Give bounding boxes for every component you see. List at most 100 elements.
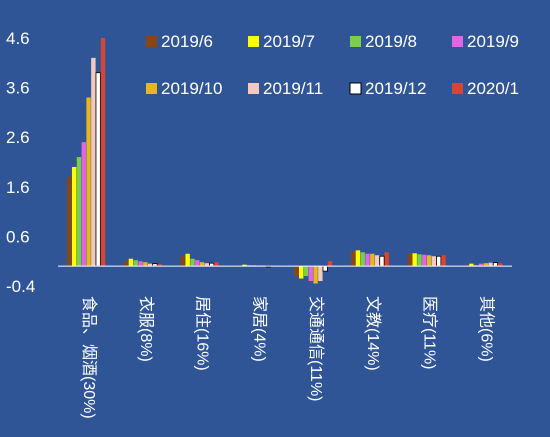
- bar: [95, 72, 101, 267]
- legend-label: 2019/6: [161, 32, 213, 51]
- bar: [123, 261, 129, 267]
- svg-text:交通通信(11%): 交通通信(11%): [307, 296, 325, 402]
- bar: [313, 266, 318, 284]
- legend-swatch: [349, 82, 362, 95]
- y-axis: 4.6 3.6 2.6 1.6 0.6 -0.4: [6, 29, 35, 296]
- x-tick-label: 食品、烟酒(30%): [80, 296, 98, 419]
- bar: [441, 255, 446, 267]
- x-tick-label: 家居(4%): [250, 296, 268, 362]
- bar: [195, 260, 200, 267]
- legend-swatch: [452, 83, 463, 94]
- bar: [498, 263, 503, 267]
- bar: [379, 255, 385, 267]
- bar: [426, 255, 432, 267]
- bar: [417, 254, 422, 267]
- legend: 2019/6 2019/7 2019/8 2019/9 2019/10 2019/11 20…: [146, 32, 519, 98]
- legend-label: 2019/12: [365, 79, 426, 98]
- x-tick-label: 居住(16%): [194, 296, 212, 371]
- bar: [133, 260, 138, 267]
- bar: [355, 250, 361, 267]
- x-tick-label: 文教(14%): [364, 296, 382, 371]
- y-tick-label: 0.6: [6, 227, 30, 246]
- x-tick-label: 医疗(11%): [421, 296, 439, 370]
- bar: [436, 255, 442, 267]
- legend-swatch: [452, 36, 463, 47]
- bar: [365, 253, 370, 267]
- legend-label: 2019/7: [263, 32, 315, 51]
- svg-text:居住(16%): 居住(16%): [194, 296, 212, 371]
- bar: [128, 258, 134, 267]
- svg-text:衣服(8%): 衣服(8%): [137, 296, 155, 362]
- y-tick-label: 4.6: [6, 29, 30, 48]
- legend-swatch: [248, 36, 259, 47]
- legend-item: 2019/10: [146, 79, 222, 98]
- bar: [180, 256, 186, 267]
- bar: [294, 266, 299, 277]
- bar: [76, 157, 82, 267]
- bar: [242, 264, 247, 267]
- legend-label: 2019/11: [263, 79, 323, 98]
- bar: [327, 261, 333, 267]
- bar: [370, 253, 375, 267]
- legend-item: 2020/1: [452, 79, 519, 98]
- bar: [71, 166, 77, 267]
- bar: [100, 38, 106, 267]
- bar: [81, 142, 86, 267]
- bar: [147, 263, 153, 267]
- legend-item: 2019/11: [248, 79, 323, 98]
- x-tick-label: 衣服(8%): [137, 296, 155, 362]
- svg-text:食品、烟酒(30%): 食品、烟酒(30%): [80, 296, 98, 419]
- y-tick-label: 3.6: [6, 79, 30, 98]
- bar: [138, 261, 143, 267]
- bar: [384, 252, 389, 267]
- svg-text:其他(6%): 其他(6%): [477, 296, 495, 362]
- bar: [199, 262, 205, 267]
- bar: [322, 265, 328, 272]
- legend-item: 2019/9: [452, 32, 519, 51]
- legend-swatch: [248, 83, 259, 94]
- bar: [422, 254, 427, 267]
- legend-item: 2019/8: [350, 32, 417, 51]
- x-tick-label: 其他(6%): [477, 296, 495, 362]
- bar: [350, 251, 356, 267]
- legend-swatch: [146, 36, 157, 47]
- bar: [185, 253, 190, 267]
- bar: [374, 255, 380, 267]
- x-tick-label: 交通通信(11%): [307, 296, 325, 402]
- legend-label: 2019/10: [161, 79, 222, 98]
- svg-text:医疗(11%): 医疗(11%): [421, 296, 439, 370]
- bar: [407, 253, 413, 267]
- bar: [303, 266, 309, 277]
- legend-label: 2019/8: [365, 32, 417, 51]
- y-tick-label: -0.4: [6, 277, 35, 296]
- legend-swatch: [146, 83, 157, 94]
- bar: [298, 266, 304, 279]
- bar: [67, 176, 72, 267]
- bar: [157, 264, 162, 267]
- bar: [412, 253, 417, 267]
- bar: [143, 262, 148, 267]
- bar: [488, 262, 493, 267]
- x-axis: 食品、烟酒(30%) 衣服(8%) 居住(16%) 家居(4%) 交通通信(11%) 文教…: [80, 296, 495, 419]
- legend-label: 2020/1: [467, 79, 519, 98]
- bar: [214, 262, 219, 267]
- bar: [478, 263, 484, 267]
- bar: [469, 263, 474, 267]
- bar: [483, 263, 489, 267]
- y-tick-label: 1.6: [6, 178, 30, 197]
- bar: [190, 258, 195, 267]
- bar-area: [67, 38, 503, 284]
- bar: [431, 256, 437, 267]
- bar: [360, 252, 365, 267]
- bar: [492, 262, 499, 267]
- bar: [86, 97, 91, 267]
- svg-text:文教(14%): 文教(14%): [364, 296, 382, 371]
- bar: [318, 266, 323, 282]
- svg-text:家居(4%): 家居(4%): [250, 296, 268, 362]
- legend-item: 2019/7: [248, 32, 315, 51]
- bar: [204, 263, 210, 267]
- legend-swatch: [350, 36, 361, 47]
- legend-item: 2019/6: [146, 32, 213, 51]
- legend-item: 2019/12: [349, 79, 426, 98]
